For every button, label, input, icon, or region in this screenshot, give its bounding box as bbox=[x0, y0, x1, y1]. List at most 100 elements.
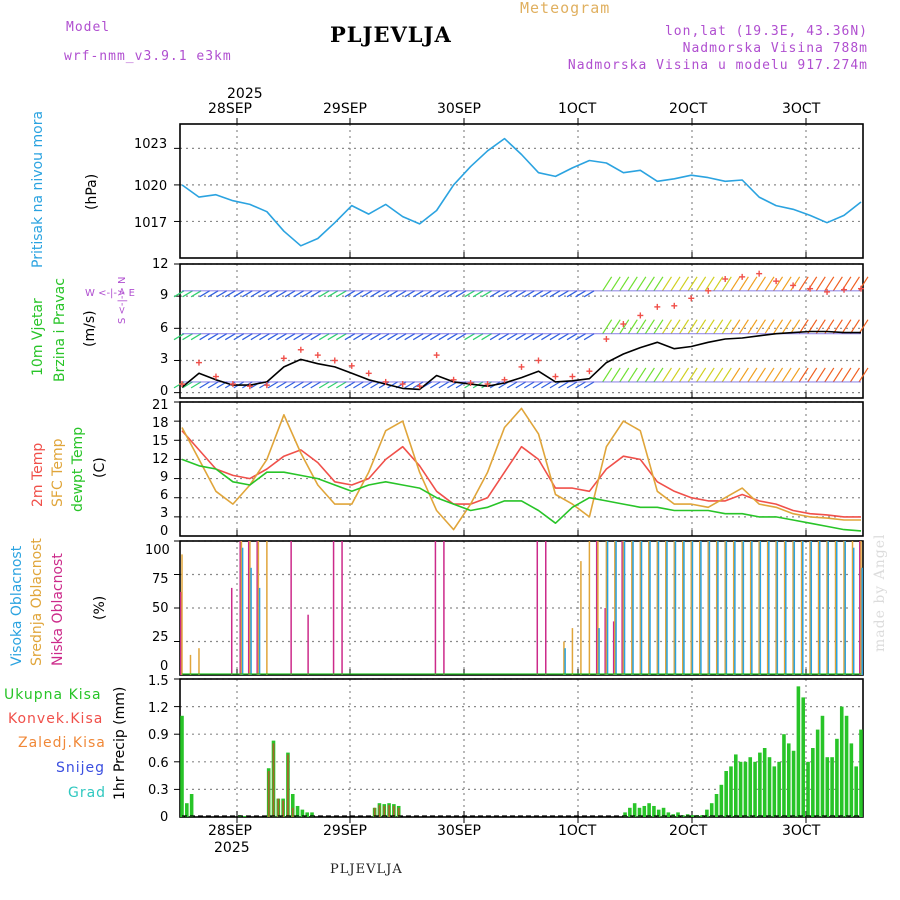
wind-barb bbox=[858, 367, 869, 383]
wind-barb bbox=[670, 276, 681, 292]
wind-barb bbox=[447, 333, 458, 341]
wind-barb bbox=[318, 381, 330, 389]
wind-barb bbox=[602, 276, 613, 292]
wind-barb bbox=[344, 381, 356, 389]
precip-tick-0.6: 0.6 bbox=[148, 756, 169, 771]
wind-barb bbox=[653, 319, 664, 335]
wind-barb bbox=[566, 290, 578, 298]
date-bottom-2: 30SEP bbox=[437, 823, 481, 839]
wind-barb bbox=[276, 333, 287, 341]
wind-barb bbox=[276, 381, 287, 389]
wind-barb bbox=[755, 367, 766, 383]
wind-barb bbox=[353, 381, 364, 389]
wind-barb bbox=[242, 290, 253, 298]
wind-barb bbox=[755, 319, 766, 335]
wind-barb bbox=[327, 381, 339, 389]
panel-frame bbox=[179, 123, 864, 259]
date-bottom-3: 1OCT bbox=[558, 823, 597, 839]
wind-barb bbox=[489, 290, 501, 298]
wind-barb bbox=[532, 381, 544, 389]
precip-conv-bar bbox=[267, 771, 270, 817]
precip-total-bar bbox=[734, 754, 738, 817]
wind-barb bbox=[190, 333, 202, 341]
wind-barb bbox=[798, 367, 809, 383]
wind-barb bbox=[566, 333, 578, 341]
wind-barb bbox=[250, 290, 262, 298]
wind-barb bbox=[506, 381, 518, 389]
wind-barb bbox=[233, 333, 245, 341]
wind-tick-12: 12 bbox=[152, 257, 169, 272]
wind-barb bbox=[182, 381, 193, 389]
wind-barb bbox=[679, 367, 690, 383]
precip-total-bar bbox=[724, 771, 728, 817]
wind-barb bbox=[849, 276, 860, 292]
wind-barb bbox=[704, 367, 715, 383]
precip-total-bar bbox=[637, 807, 642, 817]
wind-barb bbox=[704, 319, 715, 335]
wind-barb bbox=[447, 290, 458, 298]
wind-barb bbox=[841, 276, 852, 292]
wind-barb bbox=[619, 319, 630, 335]
wind-barb bbox=[730, 367, 741, 383]
precip-total-bar bbox=[753, 761, 757, 817]
precip-total-bar bbox=[782, 734, 786, 817]
wind-barb bbox=[216, 333, 228, 341]
temp-tick-18: 18 bbox=[152, 416, 169, 431]
wind-barb bbox=[412, 290, 424, 298]
cloud-tick-50: 50 bbox=[152, 601, 169, 616]
precip-conv-bar bbox=[272, 743, 275, 817]
temp-dewpt-line bbox=[181, 458, 862, 532]
wind-barb bbox=[815, 367, 826, 383]
wind-barb bbox=[730, 276, 741, 292]
wind-barb bbox=[764, 367, 775, 383]
wind-barb bbox=[412, 333, 424, 341]
wind-barb bbox=[370, 333, 381, 341]
wind-barb bbox=[653, 276, 664, 292]
precip-total-bar bbox=[767, 757, 772, 817]
precip-total-bar bbox=[786, 743, 791, 817]
wind-barb bbox=[293, 333, 304, 341]
wind-barb bbox=[301, 381, 313, 389]
date-bottom-5: 3OCT bbox=[782, 823, 821, 839]
product-label: Meteogram bbox=[520, 0, 611, 17]
pressure-line bbox=[181, 137, 862, 247]
wind-tick-6: 6 bbox=[160, 321, 169, 336]
wind-barb bbox=[532, 290, 544, 298]
wind-barb bbox=[404, 381, 416, 389]
wind-barb bbox=[498, 290, 509, 298]
wind-barb bbox=[721, 367, 732, 383]
precip-legend-conv: Konvek.Kisa bbox=[8, 711, 104, 727]
temp-tick-9: 9 bbox=[160, 470, 169, 485]
wind-barb bbox=[687, 367, 698, 383]
wind-barb bbox=[730, 319, 741, 335]
wind-barb bbox=[242, 333, 253, 341]
date-bottom-0: 28SEP bbox=[208, 823, 252, 839]
precip-total-bar bbox=[310, 812, 314, 817]
precip-total-bar bbox=[714, 794, 719, 817]
wind-barb bbox=[790, 367, 801, 383]
wind-barb bbox=[395, 290, 407, 298]
precip-total-bar bbox=[666, 812, 671, 817]
year-top: 2025 bbox=[227, 86, 263, 102]
wind-barb bbox=[318, 290, 330, 298]
wind-barb bbox=[738, 367, 749, 383]
cloud-tick-75: 75 bbox=[152, 572, 169, 587]
temp-2m-line bbox=[181, 430, 861, 518]
precip-tick-1.5: 1.5 bbox=[148, 674, 169, 689]
wind-barb bbox=[841, 319, 852, 335]
precip-total-bar bbox=[300, 809, 305, 817]
date-top-4: 2OCT bbox=[669, 101, 708, 117]
wind-barb bbox=[575, 290, 586, 298]
wind-barb bbox=[644, 276, 655, 292]
precip-total-bar bbox=[290, 794, 295, 817]
wind-barb bbox=[344, 333, 356, 341]
precip-total-bar bbox=[801, 697, 806, 817]
wind-barb bbox=[549, 290, 561, 298]
precip-conv-bar bbox=[378, 805, 381, 817]
wind-barb bbox=[259, 333, 270, 341]
wind-barb bbox=[670, 367, 681, 383]
wind-barb bbox=[687, 319, 698, 335]
wind-speed-line bbox=[181, 330, 861, 391]
wind-barb bbox=[619, 276, 630, 292]
precip-total-bar bbox=[839, 706, 844, 817]
